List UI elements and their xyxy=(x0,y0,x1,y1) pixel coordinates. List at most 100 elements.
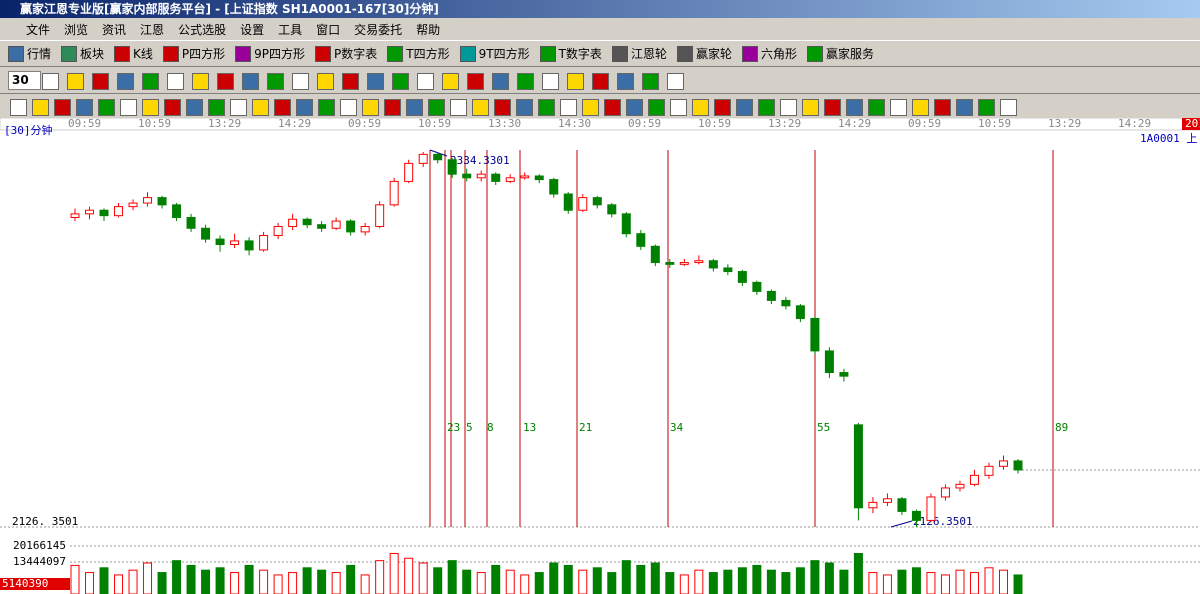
toolbar-icon-button[interactable] xyxy=(192,73,209,90)
toolbar-icon-button[interactable] xyxy=(92,73,109,90)
toolbar-icon-button[interactable] xyxy=(714,99,731,116)
toolbar-button[interactable]: T数字表 xyxy=(539,45,602,62)
toolbar-icon-button[interactable] xyxy=(692,99,709,116)
toolbar-icon-button[interactable] xyxy=(802,99,819,116)
toolbar-icon-button[interactable] xyxy=(142,99,159,116)
toolbar-icon-button[interactable] xyxy=(617,73,634,90)
toolbar-icon-button[interactable] xyxy=(417,73,434,90)
toolbar-button[interactable]: P四方形 xyxy=(162,45,225,62)
toolbar-icon-button[interactable] xyxy=(120,99,137,116)
toolbar-icon-button[interactable] xyxy=(956,99,973,116)
toolbar-icon-button[interactable] xyxy=(538,99,555,116)
toolbar-icon-button[interactable] xyxy=(296,99,313,116)
menu-item[interactable]: 窗口 xyxy=(316,22,341,37)
toolbar-icon-button[interactable] xyxy=(342,73,359,90)
volume-bar xyxy=(288,572,298,594)
menu-item[interactable]: 公式选股 xyxy=(178,22,227,37)
toolbar-icon-button[interactable] xyxy=(186,99,203,116)
toolbar-icon-button[interactable] xyxy=(467,73,484,90)
toolbar-icon-button[interactable] xyxy=(384,99,401,116)
toolbar-button[interactable]: 赢家轮 xyxy=(676,45,732,62)
toolbar-icon-button[interactable] xyxy=(516,99,533,116)
menu-item[interactable]: 工具 xyxy=(278,22,303,37)
period-select[interactable]: 30 xyxy=(8,71,41,90)
toolbar-button[interactable]: K线 xyxy=(114,45,153,62)
toolbar-icon-button[interactable] xyxy=(642,73,659,90)
toolbar-icon-button[interactable] xyxy=(494,99,511,116)
toolbar-icon-button[interactable] xyxy=(846,99,863,116)
toolbar-icon-button[interactable] xyxy=(567,73,584,90)
toolbar-icon-button[interactable] xyxy=(758,99,775,116)
toolbar-icon-button[interactable] xyxy=(167,73,184,90)
toolbar-icon-button[interactable] xyxy=(406,99,423,116)
toolbar-icon-button[interactable] xyxy=(542,73,559,90)
menu-item[interactable]: 帮助 xyxy=(416,22,441,37)
toolbar-button[interactable]: 赢家服务 xyxy=(806,45,874,62)
toolbar-icon-button[interactable] xyxy=(32,99,49,116)
toolbar-icon-button[interactable] xyxy=(1000,99,1017,116)
toolbar-icon-button[interactable] xyxy=(667,73,684,90)
toolbar-button[interactable]: T四方形 xyxy=(387,45,450,62)
toolbar-button[interactable]: 行情 xyxy=(8,45,51,62)
toolbar-icon-button[interactable] xyxy=(142,73,159,90)
toolbar-icon-button[interactable] xyxy=(428,99,445,116)
toolbar-icon-button[interactable] xyxy=(472,99,489,116)
toolbar-icon-button[interactable] xyxy=(824,99,841,116)
toolbar-icon-button[interactable] xyxy=(230,99,247,116)
toolbar-icon-button[interactable] xyxy=(217,73,234,90)
toolbar-icon-button[interactable] xyxy=(10,99,27,116)
toolbar-icon-button[interactable] xyxy=(67,73,84,90)
toolbar-icon-button[interactable] xyxy=(450,99,467,116)
toolbar-icon-button[interactable] xyxy=(626,99,643,116)
toolbar-icon-button[interactable] xyxy=(42,73,59,90)
toolbar-button[interactable]: 9T四方形 xyxy=(459,45,530,62)
toolbar-icon-button[interactable] xyxy=(242,73,259,90)
candle-body xyxy=(128,202,138,208)
toolbar-button[interactable]: 六角形 xyxy=(741,45,797,62)
toolbar-icon-button[interactable] xyxy=(736,99,753,116)
toolbar-icon-button[interactable] xyxy=(54,99,71,116)
toolbar-icon-button[interactable] xyxy=(648,99,665,116)
toolbar-icon-button[interactable] xyxy=(560,99,577,116)
toolbar-icon-button[interactable] xyxy=(592,73,609,90)
toolbar-button[interactable]: 9P四方形 xyxy=(235,45,305,62)
toolbar-icon-button[interactable] xyxy=(340,99,357,116)
menu-item[interactable]: 交易委托 xyxy=(354,22,403,37)
toolbar-icon-button[interactable] xyxy=(318,99,335,116)
menu-item[interactable]: 设置 xyxy=(240,22,265,37)
toolbar-icon-button[interactable] xyxy=(582,99,599,116)
menu-item[interactable]: 江恩 xyxy=(140,22,165,37)
toolbar-icon-button[interactable] xyxy=(274,99,291,116)
toolbar-icon-button[interactable] xyxy=(392,73,409,90)
toolbar-button[interactable]: P数字表 xyxy=(315,45,377,62)
toolbar-icon-button[interactable] xyxy=(517,73,534,90)
toolbar-icon-button[interactable] xyxy=(267,73,284,90)
toolbar-icon-button[interactable] xyxy=(98,99,115,116)
toolbar-icon-button[interactable] xyxy=(442,73,459,90)
volume-bar xyxy=(998,569,1008,594)
menu-item[interactable]: 文件 xyxy=(26,22,51,37)
toolbar-icon-button[interactable] xyxy=(934,99,951,116)
volume-bar xyxy=(389,552,399,594)
toolbar-icon-button[interactable] xyxy=(890,99,907,116)
toolbar-icon-button[interactable] xyxy=(208,99,225,116)
toolbar-icon-button[interactable] xyxy=(868,99,885,116)
toolbar-button[interactable]: 江恩轮 xyxy=(611,45,667,62)
toolbar-icon-button[interactable] xyxy=(362,99,379,116)
toolbar-icon-button[interactable] xyxy=(604,99,621,116)
toolbar-icon-button[interactable] xyxy=(164,99,181,116)
menu-item[interactable]: 浏览 xyxy=(64,22,89,37)
toolbar-icon-button[interactable] xyxy=(912,99,929,116)
toolbar-icon-button[interactable] xyxy=(317,73,334,90)
toolbar-icon-button[interactable] xyxy=(780,99,797,116)
toolbar-icon-button[interactable] xyxy=(978,99,995,116)
toolbar-icon-button[interactable] xyxy=(367,73,384,90)
toolbar-icon-button[interactable] xyxy=(292,73,309,90)
toolbar-icon-button[interactable] xyxy=(492,73,509,90)
menu-item[interactable]: 资讯 xyxy=(102,22,127,37)
toolbar-icon-button[interactable] xyxy=(117,73,134,90)
toolbar-icon-button[interactable] xyxy=(76,99,93,116)
toolbar-icon-button[interactable] xyxy=(252,99,269,116)
toolbar-icon-button[interactable] xyxy=(670,99,687,116)
toolbar-button[interactable]: 板块 xyxy=(61,45,104,62)
